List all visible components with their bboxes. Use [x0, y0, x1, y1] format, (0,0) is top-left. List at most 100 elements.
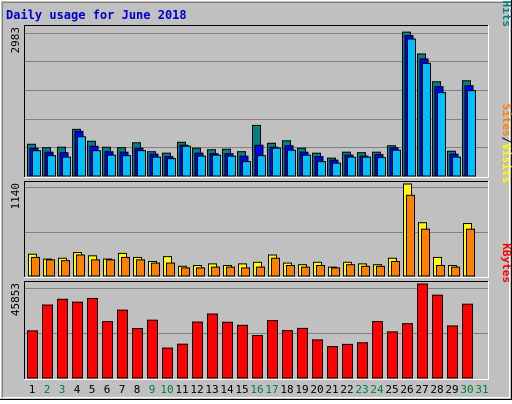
kbytes-bar-day-4 — [72, 301, 83, 379]
pages-bar-day-30 — [467, 90, 476, 177]
sites-bar-day-1 — [31, 256, 40, 277]
kbytes-bar-day-23 — [357, 342, 368, 379]
kbytes-bar-day-17 — [267, 320, 278, 379]
kbytes-bar-day-19 — [297, 327, 308, 379]
day-label-11: 11 — [175, 383, 188, 396]
pages-bar-day-18 — [287, 149, 296, 177]
kbytes-bar-day-5 — [87, 297, 98, 379]
kbytes-bar-day-18 — [282, 330, 293, 379]
sites-bar-day-23 — [361, 265, 370, 277]
sites-bar-day-26 — [406, 194, 415, 277]
day-label-23: 23 — [355, 383, 368, 396]
kbytes-bar-day-25 — [387, 331, 398, 379]
sites-bar-day-14 — [226, 266, 235, 277]
pages-bar-day-6 — [107, 154, 116, 177]
day-label-2: 2 — [44, 383, 51, 396]
sites-bar-day-17 — [271, 257, 280, 277]
kbytes-bar-day-13 — [207, 313, 218, 379]
pages-bar-day-10 — [167, 158, 176, 177]
sites-bar-day-15 — [241, 267, 250, 277]
sites-bar-day-27 — [421, 228, 430, 277]
sites-bar-day-2 — [46, 259, 55, 277]
kbytes-bar-day-29 — [447, 325, 458, 379]
sites-bar-day-18 — [286, 265, 295, 277]
pages-bar-day-19 — [302, 154, 311, 177]
pages-bar-day-29 — [452, 156, 461, 177]
day-label-1: 1 — [29, 383, 36, 396]
day-labels-group: 1 2 3 4 5 6 7 8 9 10 11 12 13 14 15 16 17 18 19 20 21 22 23 24 2… — [29, 383, 489, 396]
day-label-12: 12 — [190, 383, 203, 396]
kbytes-legend-part: KBytes — [500, 243, 512, 283]
day-label-4: 4 — [74, 383, 81, 396]
kbytes-max-label: 45853 — [9, 283, 22, 316]
pages-bar-day-4 — [77, 136, 86, 177]
visits-sites-max-label: 1140 — [9, 183, 22, 210]
kbytes-bar-day-21 — [327, 346, 338, 379]
kbytes-legend: KBytes — [500, 243, 512, 283]
sites-bar-day-21 — [331, 267, 340, 277]
pages-bar-day-25 — [392, 149, 401, 177]
kbytes-bar-day-6 — [102, 321, 113, 379]
kbytes-bar-day-28 — [432, 294, 443, 379]
kbytes-bar-day-8 — [132, 328, 143, 379]
pages-bar-day-3 — [62, 156, 71, 177]
sites-bar-day-13 — [211, 266, 220, 277]
pages-bar-day-5 — [92, 150, 101, 177]
kbytes-bar-day-30 — [462, 303, 473, 379]
day-label-22: 22 — [340, 383, 353, 396]
visits-sites-legend-part: Visits — [500, 143, 512, 183]
day-label-26: 26 — [400, 383, 413, 396]
day-label-20: 20 — [310, 383, 323, 396]
day-label-17: 17 — [265, 383, 278, 396]
sites-bar-day-11 — [181, 267, 190, 277]
sites-bar-day-10 — [166, 262, 175, 277]
day-label-24: 24 — [370, 383, 384, 396]
day-label-8: 8 — [134, 383, 141, 396]
kbytes-bar-day-22 — [342, 343, 353, 379]
panels-group: 2983Pages/Files/Hits1140Sites/Visits4585… — [9, 0, 512, 380]
day-label-28: 28 — [430, 383, 443, 396]
sites-bar-day-5 — [91, 259, 100, 277]
pages-bar-day-12 — [197, 155, 206, 177]
kbytes-bar-day-14 — [222, 321, 233, 379]
day-label-7: 7 — [119, 383, 126, 396]
day-label-25: 25 — [385, 383, 398, 396]
sites-bar-day-7 — [121, 256, 130, 277]
kbytes-bar-day-20 — [312, 339, 323, 379]
pages-bar-day-11 — [182, 145, 191, 177]
day-label-18: 18 — [280, 383, 293, 396]
kbytes-bar-day-10 — [162, 347, 173, 379]
sites-bar-day-19 — [301, 266, 310, 277]
kbytes-bar-day-12 — [192, 321, 203, 379]
pages-bar-day-8 — [137, 150, 146, 177]
kbytes-bar-day-9 — [147, 319, 158, 379]
kbytes-bar-day-11 — [177, 343, 188, 379]
sites-bar-day-12 — [196, 267, 205, 277]
kbytes-bar-day-24 — [372, 321, 383, 379]
day-label-6: 6 — [104, 383, 111, 396]
kbytes-bar-day-15 — [237, 324, 248, 379]
day-label-31: 31 — [475, 383, 488, 396]
kbytes-bar-day-1 — [27, 330, 38, 379]
pages-bar-day-14 — [227, 155, 236, 177]
kbytes-bar-day-26 — [402, 323, 413, 379]
day-label-15: 15 — [235, 383, 248, 396]
day-label-13: 13 — [205, 383, 218, 396]
day-label-30: 30 — [460, 383, 473, 396]
day-label-10: 10 — [160, 383, 173, 396]
hits-files-pages-legend: Pages/Files/Hits — [500, 0, 512, 27]
sites-bar-day-16 — [256, 266, 265, 277]
sites-bar-day-30 — [466, 228, 475, 277]
day-label-29: 29 — [445, 383, 458, 396]
pages-bar-day-27 — [422, 62, 431, 177]
visits-sites-legend-part: Sites — [500, 104, 512, 137]
kbytes-bar-day-7 — [117, 309, 128, 379]
kbytes-bar-day-16 — [252, 335, 263, 379]
pages-bar-day-21 — [332, 162, 341, 177]
pages-bar-day-16 — [257, 155, 266, 177]
day-label-5: 5 — [89, 383, 96, 396]
hits-files-pages-legend-part: Hits — [500, 1, 512, 28]
pages-bar-day-15 — [242, 161, 251, 177]
visits-sites-legend-part: / — [500, 137, 512, 144]
